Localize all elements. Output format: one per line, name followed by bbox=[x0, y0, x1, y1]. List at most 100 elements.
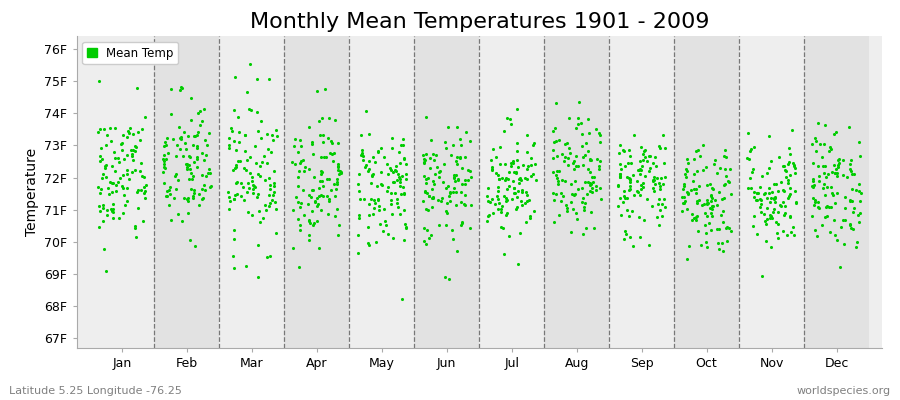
Point bbox=[688, 217, 703, 223]
Point bbox=[324, 138, 338, 144]
Point bbox=[355, 152, 369, 159]
Point bbox=[849, 244, 863, 250]
Point bbox=[137, 190, 151, 196]
Point bbox=[847, 205, 861, 211]
Point bbox=[645, 177, 660, 184]
Point bbox=[426, 195, 440, 202]
Point bbox=[703, 204, 717, 211]
Point bbox=[491, 184, 506, 190]
Point bbox=[194, 122, 208, 128]
Point bbox=[108, 155, 122, 161]
Point bbox=[313, 207, 328, 214]
Point bbox=[464, 202, 478, 209]
Point bbox=[202, 130, 216, 136]
Point bbox=[653, 182, 668, 189]
Point bbox=[190, 144, 204, 151]
Point bbox=[384, 189, 399, 196]
Point bbox=[432, 168, 446, 175]
Point bbox=[100, 207, 114, 213]
Point bbox=[313, 170, 328, 177]
Point bbox=[705, 210, 719, 216]
Point bbox=[696, 142, 710, 149]
Point bbox=[390, 177, 404, 184]
Point bbox=[626, 172, 641, 178]
Point bbox=[420, 206, 435, 213]
Point bbox=[769, 219, 783, 226]
Point bbox=[705, 206, 719, 212]
Point bbox=[98, 165, 112, 172]
Point bbox=[198, 137, 212, 144]
Point bbox=[831, 164, 845, 170]
Point bbox=[129, 144, 143, 150]
Point bbox=[222, 145, 237, 152]
Point bbox=[291, 216, 305, 222]
Point bbox=[171, 176, 185, 183]
Point bbox=[427, 157, 441, 163]
Point bbox=[675, 200, 689, 206]
Point bbox=[112, 175, 127, 181]
Point bbox=[592, 158, 607, 164]
Point bbox=[715, 240, 729, 246]
Point bbox=[508, 190, 522, 197]
Point bbox=[159, 134, 174, 141]
Point bbox=[687, 214, 701, 221]
Point bbox=[834, 224, 849, 230]
Point bbox=[654, 201, 669, 207]
Point bbox=[844, 168, 859, 174]
Point bbox=[125, 150, 140, 157]
Point bbox=[395, 296, 410, 302]
Point bbox=[613, 170, 627, 177]
Point bbox=[226, 253, 240, 260]
Point bbox=[254, 135, 268, 142]
Point bbox=[418, 240, 433, 247]
Point bbox=[187, 133, 202, 139]
Point bbox=[687, 185, 701, 192]
Point bbox=[126, 147, 140, 154]
Point bbox=[491, 200, 506, 206]
Point bbox=[251, 127, 266, 134]
Point bbox=[509, 169, 524, 175]
Point bbox=[485, 167, 500, 174]
Point bbox=[594, 196, 608, 202]
Point bbox=[135, 173, 149, 179]
Point bbox=[592, 132, 607, 138]
Point bbox=[509, 148, 524, 154]
Point bbox=[190, 164, 204, 171]
Point bbox=[130, 205, 145, 212]
Point bbox=[238, 131, 252, 138]
Point bbox=[174, 84, 188, 90]
Point bbox=[353, 196, 367, 202]
Point bbox=[521, 196, 535, 203]
Point bbox=[238, 263, 253, 269]
Point bbox=[172, 124, 186, 130]
Point bbox=[174, 136, 188, 142]
Bar bbox=[804, 36, 869, 348]
Point bbox=[398, 220, 412, 227]
Point bbox=[446, 172, 461, 178]
Point bbox=[818, 122, 832, 128]
Point bbox=[499, 212, 513, 218]
Point bbox=[157, 164, 171, 170]
Point bbox=[545, 169, 560, 175]
Point bbox=[507, 184, 521, 191]
Point bbox=[176, 195, 191, 202]
Point bbox=[94, 186, 108, 192]
Point bbox=[185, 175, 200, 182]
Point bbox=[680, 156, 694, 162]
Point bbox=[844, 198, 859, 204]
Point bbox=[709, 201, 724, 208]
Point bbox=[397, 207, 411, 213]
Point bbox=[417, 156, 431, 162]
Point bbox=[781, 180, 796, 186]
Point bbox=[306, 222, 320, 228]
Point bbox=[286, 245, 301, 251]
Point bbox=[292, 137, 307, 144]
Point bbox=[613, 142, 627, 148]
Point bbox=[492, 161, 507, 167]
Point bbox=[576, 154, 590, 160]
Point bbox=[427, 194, 441, 200]
Point bbox=[418, 157, 432, 163]
Point bbox=[332, 168, 347, 174]
Point bbox=[502, 169, 517, 176]
Point bbox=[486, 210, 500, 217]
